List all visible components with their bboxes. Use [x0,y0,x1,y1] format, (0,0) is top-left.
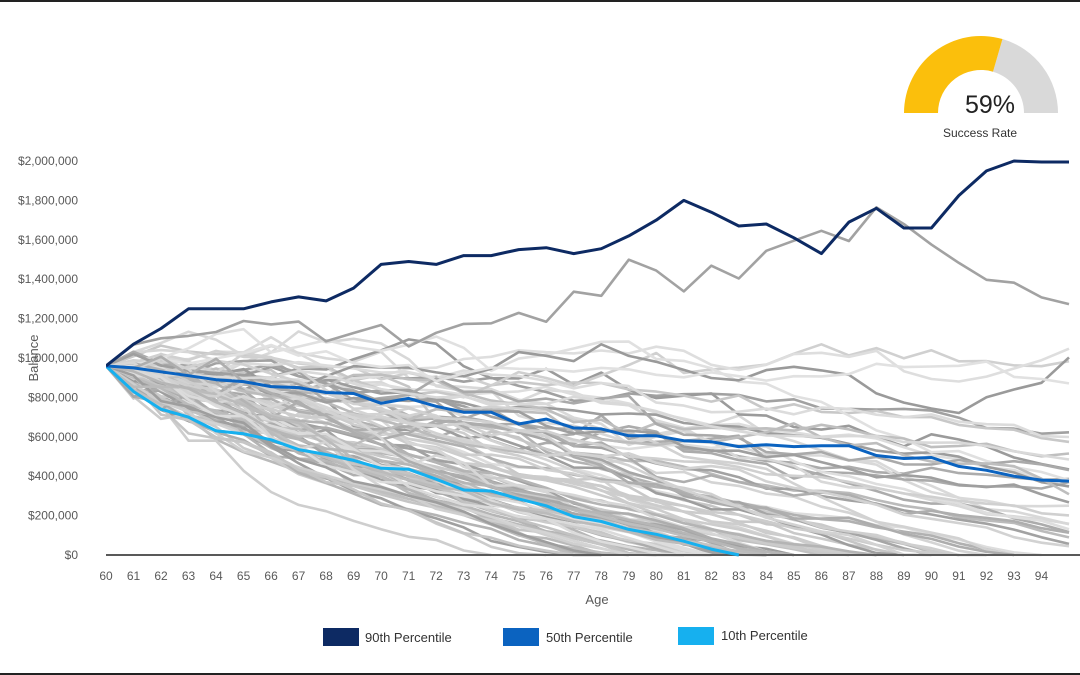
x-tick-label: 68 [319,569,333,583]
x-tick-label: 87 [842,569,856,583]
x-tick-label: 64 [209,569,223,583]
x-tick-label: 79 [622,569,636,583]
x-tick-label: 92 [980,569,994,583]
x-tick-label: 77 [567,569,581,583]
x-tick-label: 88 [870,569,884,583]
x-tick-label: 94 [1035,569,1049,583]
y-tick-label: $1,600,000 [18,233,78,247]
top-border [0,0,1080,2]
simulation-path [106,360,1070,439]
y-tick-label: $1,800,000 [18,193,78,207]
percentile-line [106,364,1070,483]
x-tick-label: 93 [1007,569,1021,583]
x-tick-label: 80 [650,569,664,583]
simulation-path [106,355,795,557]
simulation-path [106,364,877,557]
y-tick-label: $400,000 [28,469,78,483]
x-tick-label: 62 [154,569,168,583]
simulation-path [106,364,767,557]
y-tick-label: $800,000 [28,390,78,404]
x-tick-label: 83 [732,569,746,583]
x-tick-label: 76 [540,569,554,583]
percentile-lines [106,159,1070,557]
x-tick-label: 84 [760,569,774,583]
y-tick-label: $2,000,000 [18,154,78,168]
percentile-line [106,159,1069,368]
simulation-path [106,364,1070,488]
simulation-path [106,364,1070,472]
simulation-path [106,364,602,557]
gauge-fill [904,35,1003,114]
legend-label: 50th Percentile [546,630,633,645]
x-tick-label: 63 [182,569,196,583]
simulation-path [106,342,1070,415]
bottom-border [0,673,1080,675]
x-tick-label: 89 [897,569,911,583]
legend-swatch [678,627,714,645]
legend-item: 50th Percentile [503,628,633,646]
simulation-paths [106,206,1070,557]
simulation-path [106,364,795,557]
simulation-path [106,364,602,557]
y-tick-label: $0 [65,548,79,562]
simulation-path [106,364,1070,461]
x-tick-label: 70 [374,569,388,583]
x-tick-label: 67 [292,569,306,583]
percentile-line [106,364,740,557]
simulation-path [106,364,684,557]
y-tick-label: $600,000 [28,430,78,444]
x-tick-label: 82 [705,569,719,583]
x-tick-label: 86 [815,569,829,583]
legend: 90th Percentile 50th Percentile 10th Per… [323,627,808,646]
simulation-path [106,359,1070,517]
x-tick-label: 90 [925,569,939,583]
simulation-path [106,362,905,557]
x-tick-label: 73 [457,569,471,583]
legend-item: 10th Percentile [678,627,808,645]
simulation-path [106,335,1070,508]
x-tick-label: 71 [402,569,416,583]
y-tick-label: $1,400,000 [18,272,78,286]
x-tick-label: 60 [99,569,113,583]
legend-item: 90th Percentile [323,628,452,646]
y-tick-label: $1,200,000 [18,312,78,326]
legend-swatch [323,628,359,646]
gauge-value: 59% [965,91,1015,119]
legend-swatch [503,628,539,646]
simulation-path [106,364,1070,548]
x-tick-label: 61 [127,569,141,583]
y-tick-label: $1,000,000 [18,351,78,365]
x-axis-title: Age [585,592,608,607]
success-rate-gauge: 59% Success Rate [904,35,1058,140]
x-tick-label: 75 [512,569,526,583]
simulation-path [106,361,877,557]
legend-label: 10th Percentile [721,628,808,643]
simulation-path [106,364,657,557]
x-tick-label: 78 [595,569,609,583]
x-tick-label: 85 [787,569,801,583]
simulation-path [106,359,1070,546]
simulation-path [106,364,657,557]
x-tick-label: 66 [264,569,278,583]
y-axis-title: Balance [26,335,41,382]
simulation-path [106,364,657,557]
x-tick-label: 69 [347,569,361,583]
gauge-label: Success Rate [943,126,1017,140]
simulation-path [106,364,712,557]
gauge-track [992,39,1058,113]
x-tick-label: 81 [677,569,691,583]
simulation-path [106,206,1070,367]
x-tick-label: 91 [952,569,966,583]
x-axis-ticks: 60 61 62 63 64 65 66 67 68 69 70 71 72 73 74 75 76 77 78 79… [99,569,1048,583]
x-tick-label: 74 [485,569,499,583]
simulation-path [106,343,1070,385]
y-tick-label: $200,000 [28,509,78,523]
legend-label: 90th Percentile [365,630,452,645]
x-tick-label: 72 [429,569,443,583]
x-tick-label: 65 [237,569,251,583]
y-axis-ticks: $0 $200,000 $400,000 $600,000 $800,000 $1,000… [18,154,78,562]
